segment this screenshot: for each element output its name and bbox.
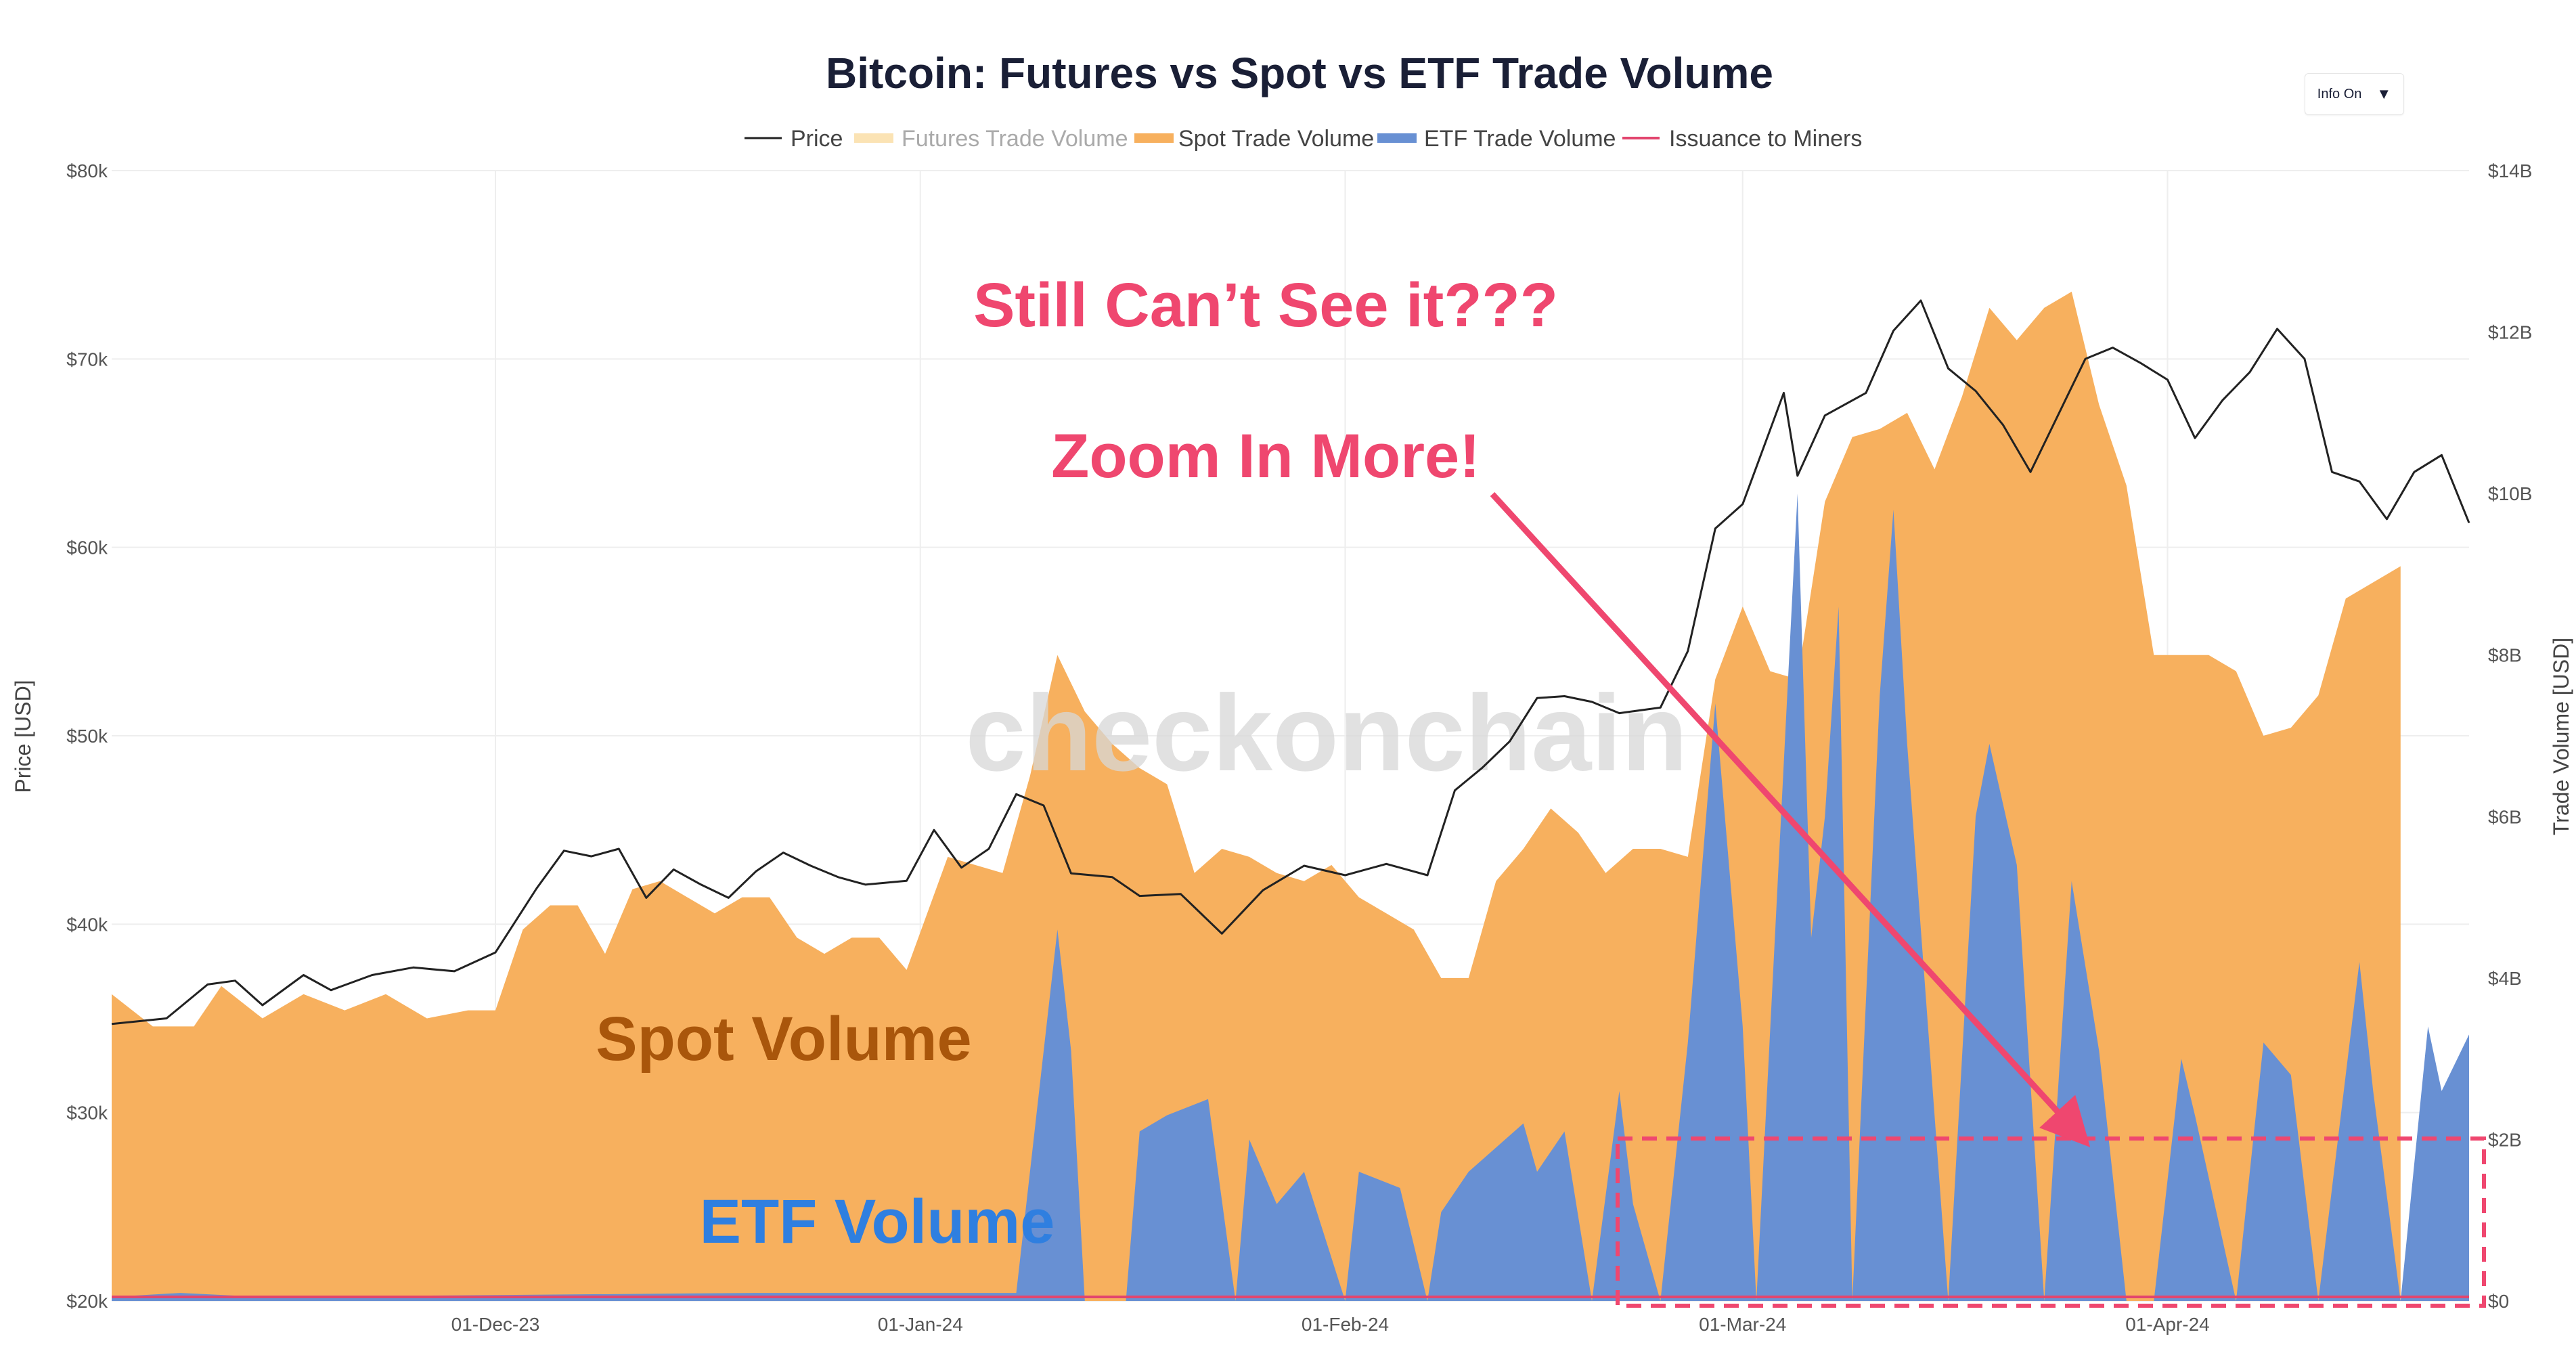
etf-volume-area: [112, 493, 2469, 1301]
x-tick-label: 01-Dec-23: [451, 1314, 540, 1335]
plot-areas: [112, 291, 2469, 1301]
y-left-tick-label: $60k: [66, 537, 108, 558]
legend-swatch-etf: [1377, 133, 1417, 143]
y-right-tick-label: $12B: [2488, 322, 2532, 343]
zoom-highlight-box: [1616, 1136, 2486, 1308]
y-right-tick-label: $10B: [2488, 483, 2532, 504]
chevron-down-icon: ▼: [2376, 85, 2392, 102]
y-left-tick-label: $40k: [66, 914, 108, 935]
legend-etf[interactable]: ETF Trade Volume: [1424, 126, 1616, 152]
left-axis: $20k $30k $40k $50k $60k $70k $80k: [66, 160, 108, 1312]
x-tick-label: 01-Mar-24: [1699, 1314, 1786, 1335]
x-axis: 01-Dec-23 01-Jan-24 01-Feb-24 01-Mar-24 01-A…: [451, 1314, 2210, 1335]
annotation-zoom-in-more: Zoom In More!: [1051, 422, 1480, 491]
y-right-tick-label: $8B: [2488, 645, 2522, 666]
y-left-tick-label: $20k: [66, 1291, 108, 1312]
y-left-tick-label: $50k: [66, 726, 108, 747]
annotation-spot-volume: Spot Volume: [596, 1004, 971, 1074]
price-line: [111, 299, 2470, 1025]
plot-lines: [111, 299, 2470, 1298]
annotation-arrow: [1490, 491, 2091, 1147]
y-left-tick-label: $80k: [66, 160, 108, 181]
y-right-tick-label: $4B: [2488, 968, 2522, 989]
y-right-tick-label: $14B: [2488, 160, 2532, 181]
y-right-tick-label: $6B: [2488, 806, 2522, 827]
x-tick-label: 01-Jan-24: [878, 1314, 963, 1335]
legend-futures[interactable]: Futures Trade Volume: [902, 126, 1128, 152]
left-axis-title: Price [USD]: [11, 680, 35, 793]
y-right-tick-label: $2B: [2488, 1129, 2522, 1150]
right-axis-title: Trade Volume [USD]: [2549, 638, 2573, 835]
y-left-tick-label: $70k: [66, 349, 108, 370]
x-tick-label: 01-Feb-24: [1302, 1314, 1389, 1335]
legend-swatch-spot: [1134, 133, 1174, 143]
legend-spot[interactable]: Spot Trade Volume: [1178, 126, 1374, 152]
legend-price[interactable]: Price: [791, 126, 843, 152]
info-toggle-label: Info On: [2317, 86, 2362, 102]
legend-swatch-futures: [854, 133, 893, 143]
watermark: checkonchain: [965, 672, 1687, 793]
legend-issuance[interactable]: Issuance to Miners: [1669, 126, 1862, 152]
y-right-tick-label: $0: [2488, 1291, 2509, 1312]
annotation-etf-volume: ETF Volume: [700, 1187, 1055, 1256]
y-left-tick-label: $30k: [66, 1103, 108, 1124]
chart-title: Bitcoin: Futures vs Spot vs ETF Trade Vo…: [826, 49, 1773, 97]
chart-legend[interactable]: Price Futures Trade Volume Spot Trade Vo…: [745, 126, 1862, 152]
x-tick-label: 01-Apr-24: [2125, 1314, 2210, 1335]
info-toggle-dropdown[interactable]: Info On ▼: [2305, 73, 2404, 115]
annotation-still-cant-see: Still Can’t See it???: [973, 271, 1558, 340]
right-axis: $0 $2B $4B $6B $8B $10B $12B $14B: [2488, 160, 2532, 1312]
